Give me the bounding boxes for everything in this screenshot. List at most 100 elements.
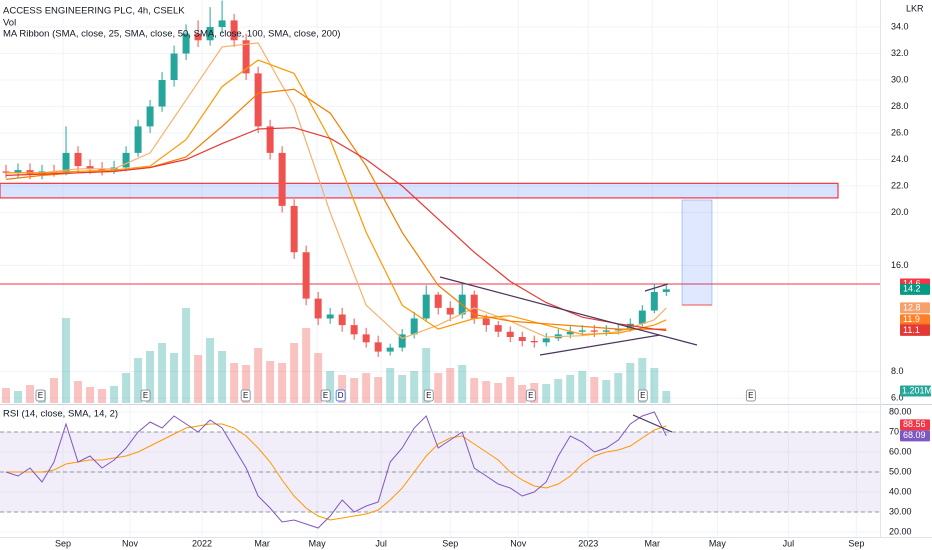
- event-label: D: [338, 391, 344, 400]
- volume-bar: [470, 378, 479, 403]
- candle-body: [386, 347, 394, 352]
- event-label: E: [748, 391, 753, 400]
- symbol-title: ACCESS ENGINEERING PLC, 4h, CSELK: [3, 6, 185, 17]
- time-tick-label: May: [709, 538, 727, 548]
- candle-body: [146, 106, 154, 127]
- candle-body: [290, 205, 298, 253]
- volume-bar: [206, 338, 215, 403]
- candle-body: [494, 325, 502, 332]
- rsi-band: [0, 432, 880, 512]
- overlay: [0, 182, 880, 513]
- drawings: [439, 199, 713, 433]
- volume-bar: [590, 377, 599, 403]
- trendline: [644, 283, 669, 292]
- price-tick-label: 30.0: [891, 74, 909, 84]
- volume-bar: [302, 328, 311, 403]
- candle-body: [542, 338, 550, 343]
- volume-bar: [50, 378, 59, 403]
- volume-bar: [518, 385, 527, 403]
- candle-body: [518, 337, 526, 341]
- price-tag-label: 12.8: [903, 302, 921, 312]
- price-tag: [900, 302, 930, 314]
- volume-bar: [290, 343, 299, 403]
- candle-body: [278, 152, 286, 206]
- volume-bar: [386, 368, 395, 403]
- volume-tag: [900, 385, 931, 397]
- volume-bar: [542, 384, 551, 403]
- candle-body: [254, 73, 262, 127]
- candle-body: [26, 170, 34, 175]
- price-tag-label: 14.6: [903, 278, 921, 288]
- candle-body: [338, 314, 346, 326]
- price-tag: [900, 314, 930, 326]
- volume-label: Vol: [3, 18, 16, 29]
- candle-body: [578, 330, 586, 332]
- candle-body: [350, 325, 358, 335]
- price-tick-label: 8.0: [891, 366, 904, 376]
- rsi-tick-label: 40.00: [889, 486, 912, 496]
- candle-body: [626, 323, 634, 330]
- volume-bar: [350, 378, 359, 403]
- time-tick-label: Jul: [375, 538, 387, 548]
- candle-body: [86, 166, 94, 169]
- rsi-tick-label: 60.00: [889, 446, 912, 456]
- price-tick-label: 16.0: [891, 260, 909, 270]
- volume-bar: [494, 383, 503, 403]
- event-marker: [140, 389, 151, 402]
- price-tag-label: 11.1: [903, 325, 920, 335]
- event-marker: [35, 389, 46, 402]
- price-tick-label: 28.0: [891, 101, 909, 111]
- price-tick-label: 20.0: [891, 207, 909, 217]
- volume-bar: [398, 375, 407, 403]
- volume-bar: [626, 363, 635, 403]
- volume-bar: [170, 353, 179, 403]
- volume-bar: [158, 343, 167, 403]
- volume-bar: [2, 388, 11, 403]
- time-tick-label: Sep: [848, 538, 864, 548]
- volume-bar: [638, 358, 647, 403]
- time-tick-label: Nov: [510, 538, 527, 548]
- volume-bar: [482, 381, 491, 403]
- volume-bar: [194, 355, 203, 403]
- volume-bar: [14, 391, 23, 403]
- price-tick-label: 32.0: [891, 48, 909, 58]
- moving-average: [5, 127, 667, 331]
- volume-bar: [602, 380, 611, 403]
- candle-body: [602, 330, 610, 332]
- rsi-tag-label: 88.56: [903, 419, 926, 429]
- rsi-tag-label: 68.09: [903, 430, 926, 440]
- candle-body: [650, 291, 658, 311]
- volume-bar: [230, 363, 239, 403]
- candle-body: [242, 40, 250, 74]
- candle-body: [638, 310, 646, 324]
- volume-bar: [182, 308, 191, 403]
- event-marker: [525, 389, 536, 402]
- volume-bar: [218, 351, 227, 403]
- candle-body: [590, 330, 598, 332]
- event-marker: [335, 389, 346, 402]
- rsi-tick-label: 50.00: [889, 466, 912, 476]
- ribbon-label: MA Ribbon (SMA, close, 25, SMA, close, 5…: [3, 29, 340, 40]
- candle-body: [446, 307, 454, 315]
- volume-bar: [422, 348, 431, 403]
- position-tool: [681, 199, 713, 306]
- volume-bar: [254, 348, 263, 403]
- volume-bar: [374, 377, 383, 403]
- candle-body: [182, 33, 190, 54]
- volume-bar: [98, 389, 107, 403]
- volume-bar: [110, 386, 119, 403]
- time-tick-label: Jul: [783, 538, 795, 548]
- volume-bar: [554, 379, 563, 403]
- candle-body: [122, 152, 130, 168]
- candle-body: [62, 152, 70, 173]
- volume-bar: [434, 373, 443, 403]
- candle-body: [314, 298, 322, 319]
- candle-body: [410, 318, 418, 335]
- volume-bar: [86, 387, 95, 403]
- price-tag: [900, 324, 930, 336]
- time-tick-label: Mar: [254, 538, 270, 548]
- candle-body: [482, 318, 490, 326]
- candle-body: [266, 126, 274, 153]
- rsi-title: RSI (14, close, SMA, 14, 2): [3, 409, 118, 420]
- volume-bar: [146, 351, 155, 403]
